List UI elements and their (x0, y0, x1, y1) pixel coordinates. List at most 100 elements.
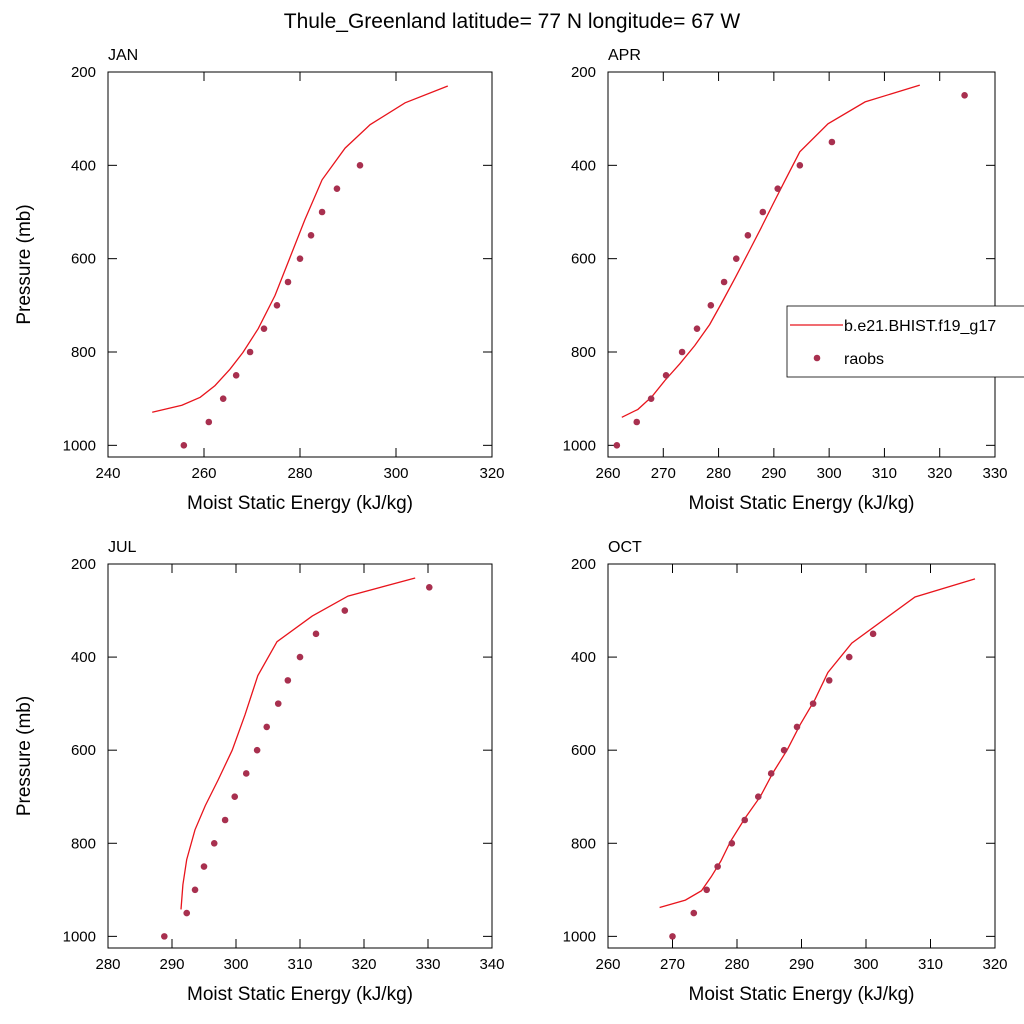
panel-title: JUL (108, 539, 137, 556)
x-tick-label: 270 (660, 956, 685, 973)
raob-point (961, 92, 968, 99)
raob-point (662, 372, 670, 379)
y-tick-label: 1000 (63, 437, 96, 454)
raob-point (845, 653, 853, 661)
raob-point (205, 418, 213, 426)
raob-point (744, 232, 752, 239)
raob-point (828, 138, 836, 146)
y-tick-label: 600 (571, 742, 596, 759)
x-axis-label: Moist Static Energy (kJ/kg) (187, 984, 413, 1005)
raob-point (613, 442, 621, 449)
x-tick-label: 300 (223, 956, 248, 973)
raob-point (296, 255, 304, 262)
y-tick-label: 200 (571, 64, 596, 81)
y-tick-label: 400 (571, 157, 596, 174)
raob-point (191, 886, 199, 894)
raob-point (767, 770, 775, 777)
raob-point (260, 325, 268, 332)
raob-point (312, 630, 320, 638)
panel-title: JAN (108, 47, 138, 64)
raob-point (825, 677, 833, 684)
x-axis-label: Moist Static Energy (kJ/kg) (689, 493, 915, 514)
x-tick-label: 310 (872, 465, 897, 482)
x-tick-label: 320 (927, 465, 952, 482)
y-tick-label: 800 (71, 835, 96, 852)
panel: APR 260 270 280 290 300 310 320 330 200 400 600 800 1… (563, 47, 1024, 514)
raob-point (296, 653, 304, 661)
x-tick-label: 290 (789, 956, 814, 973)
y-tick-label: 600 (571, 251, 596, 268)
raob-point (284, 677, 292, 684)
x-tick-label: 290 (159, 956, 184, 973)
y-tick-label: 800 (71, 344, 96, 361)
panel-title: OCT (608, 539, 642, 556)
legend-marker (813, 354, 821, 362)
y-tick-label: 200 (571, 556, 596, 573)
raob-point (221, 816, 229, 824)
x-tick-label: 280 (706, 465, 731, 482)
raob-point (200, 863, 208, 870)
panel: JAN 240 260 280 300 320 200 400 600 800 1000 Moist … (14, 47, 505, 514)
y-axis-label: Pressure (mb) (14, 696, 35, 816)
model-line (621, 84, 920, 418)
raob-point (274, 700, 282, 707)
x-tick-label: 300 (853, 956, 878, 973)
raob-point (284, 278, 292, 286)
raob-point (633, 418, 641, 426)
raob-point (690, 909, 698, 917)
y-tick-label: 400 (71, 157, 96, 174)
x-tick-label: 320 (479, 465, 504, 482)
model-line (659, 578, 976, 909)
panel: OCT 260 270 280 290 300 310 320 200 400 600 800 1000… (563, 539, 1008, 1005)
raob-point (161, 933, 168, 940)
x-tick-label: 290 (761, 465, 786, 482)
raob-point (242, 770, 250, 777)
raob-point (231, 793, 239, 801)
raob-point (210, 839, 218, 847)
raob-point (703, 886, 710, 894)
raob-point (183, 909, 191, 917)
x-tick-label: 320 (982, 956, 1007, 973)
raob-point (728, 839, 736, 847)
raob-point (333, 185, 341, 192)
raob-point (754, 793, 762, 801)
raob-point (232, 372, 240, 379)
raob-point (809, 700, 817, 707)
y-tick-label: 800 (571, 835, 596, 852)
raob-point (707, 302, 715, 309)
panel-title: APR (608, 47, 641, 64)
y-tick-label: 800 (571, 344, 596, 361)
raob-point (678, 348, 686, 356)
raob-point (273, 302, 281, 309)
raob-point (356, 162, 364, 169)
raob-point (780, 746, 788, 754)
y-tick-label: 1000 (63, 928, 96, 945)
x-tick-label: 330 (415, 956, 440, 973)
raob-point (759, 208, 767, 216)
y-tick-label: 400 (571, 649, 596, 666)
y-tick-label: 400 (71, 649, 96, 666)
raob-point (774, 185, 782, 192)
x-tick-label: 260 (595, 956, 620, 973)
x-tick-label: 280 (287, 465, 312, 482)
raob-point (714, 863, 721, 870)
x-axis-label: Moist Static Energy (kJ/kg) (187, 493, 413, 514)
raob-point (796, 162, 804, 169)
raob-point (669, 933, 676, 940)
y-axis-label: Pressure (mb) (14, 204, 35, 324)
raob-point (869, 630, 877, 638)
raob-point (307, 232, 315, 239)
x-tick-label: 260 (595, 465, 620, 482)
legend-box (786, 305, 1024, 378)
y-tick-label: 600 (71, 251, 96, 268)
x-tick-label: 330 (982, 465, 1007, 482)
y-tick-label: 200 (71, 64, 96, 81)
y-tick-label: 1000 (563, 437, 596, 454)
x-tick-label: 270 (651, 465, 676, 482)
raob-point (741, 816, 749, 824)
x-tick-label: 310 (287, 956, 312, 973)
x-tick-label: 300 (817, 465, 842, 482)
plot-frame (107, 563, 493, 949)
x-tick-label: 310 (918, 956, 943, 973)
